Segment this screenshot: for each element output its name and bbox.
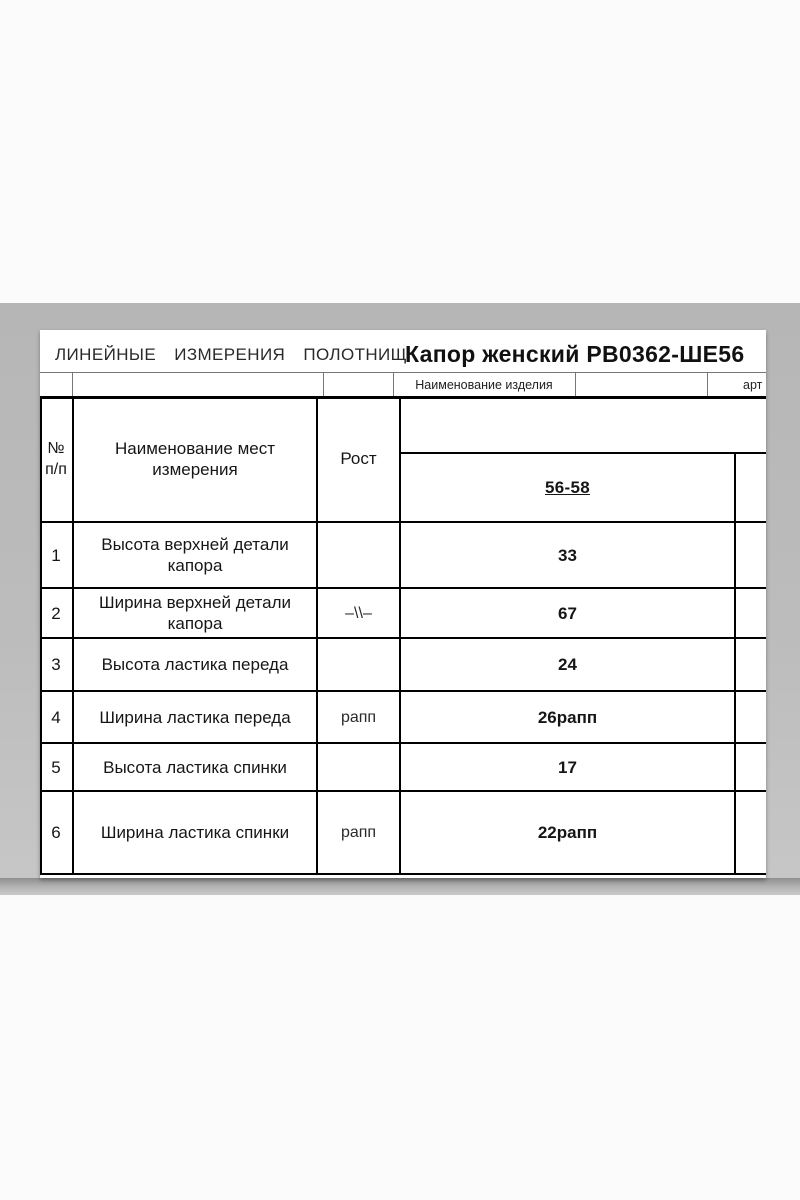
- row-2-value: 67: [558, 603, 577, 623]
- size-header-split-line: [399, 452, 766, 454]
- size-header: 56-58: [545, 478, 590, 497]
- col-divider-num-name: [72, 396, 74, 873]
- meta-strip-divider-1: [72, 372, 73, 396]
- row-6-value: 22рапп: [537, 823, 598, 842]
- meta-strip-divider-2: [323, 372, 324, 396]
- row-1-bottom-border: [40, 587, 766, 589]
- article-label: арт: [743, 378, 763, 392]
- section-title: ЛИНЕЙНЫЕ ИЗМЕРЕНИЯ ПОЛОТНИЩ: [55, 345, 408, 364]
- meta-strip-divider-3: [393, 372, 394, 396]
- row-4-name: Ширина ластика переда: [99, 707, 291, 727]
- col-divider-rost-value: [399, 396, 401, 873]
- table-left-border: [40, 396, 42, 873]
- col-divider-name-rost: [316, 396, 318, 873]
- row-5-rost: [318, 744, 399, 790]
- row-2-name: Ширина верхней детали капора: [99, 593, 291, 633]
- row-4-num: 4: [51, 707, 61, 727]
- meta-strip-divider-4: [575, 372, 576, 396]
- row-2-num: 2: [51, 603, 61, 623]
- row-1-rost: [318, 523, 399, 587]
- row-3-name: Высота ластика переда: [101, 655, 289, 674]
- row-1-name: Высота верхней детали капора: [101, 535, 289, 575]
- row-4-value: 26рапп: [537, 707, 598, 727]
- column-header-rost: Рост: [340, 449, 377, 468]
- row-1-num: 1: [51, 545, 61, 565]
- document-photo: ЛИНЕЙНЫЕ ИЗМЕРЕНИЯ ПОЛОТНИЩ Капор женски…: [0, 303, 800, 895]
- row-2-bottom-border: [40, 637, 766, 639]
- row-3-num: 3: [51, 655, 61, 674]
- row-6-name: Ширина ластика спинки: [100, 823, 290, 842]
- row-3-value: 24: [558, 655, 577, 674]
- table-top-border: [40, 396, 766, 399]
- page-bottom-shadow: [0, 878, 800, 895]
- row-3-rost: [318, 639, 399, 690]
- meta-strip-top-border: [40, 372, 766, 373]
- spec-sheet-page: ЛИНЕЙНЫЕ ИЗМЕРЕНИЯ ПОЛОТНИЩ Капор женски…: [40, 330, 766, 878]
- column-header-num: № п/п: [45, 439, 67, 478]
- table-bottom-border: [40, 873, 766, 875]
- col-divider-value-right: [734, 452, 736, 873]
- product-name-label: Наименование изделия: [415, 378, 553, 392]
- row-5-name: Высота ластика спинки: [103, 757, 287, 777]
- row-4-rost: рапп: [340, 708, 377, 726]
- row-5-num: 5: [51, 757, 61, 777]
- row-6-rost: рапп: [340, 824, 377, 841]
- row-3-bottom-border: [40, 690, 766, 692]
- meta-strip-divider-5: [707, 372, 708, 396]
- row-5-value: 17: [558, 757, 577, 777]
- row-2-rost: –\\–: [345, 604, 372, 622]
- row-5-bottom-border: [40, 790, 766, 792]
- row-6-num: 6: [51, 823, 61, 842]
- product-title: Капор женский РВ0362-ШЕ56: [405, 341, 745, 367]
- row-1-value: 33: [558, 545, 577, 565]
- header-bottom-border: [40, 521, 766, 523]
- row-4-bottom-border: [40, 742, 766, 744]
- column-header-name: Наименование мест измерения: [115, 438, 275, 479]
